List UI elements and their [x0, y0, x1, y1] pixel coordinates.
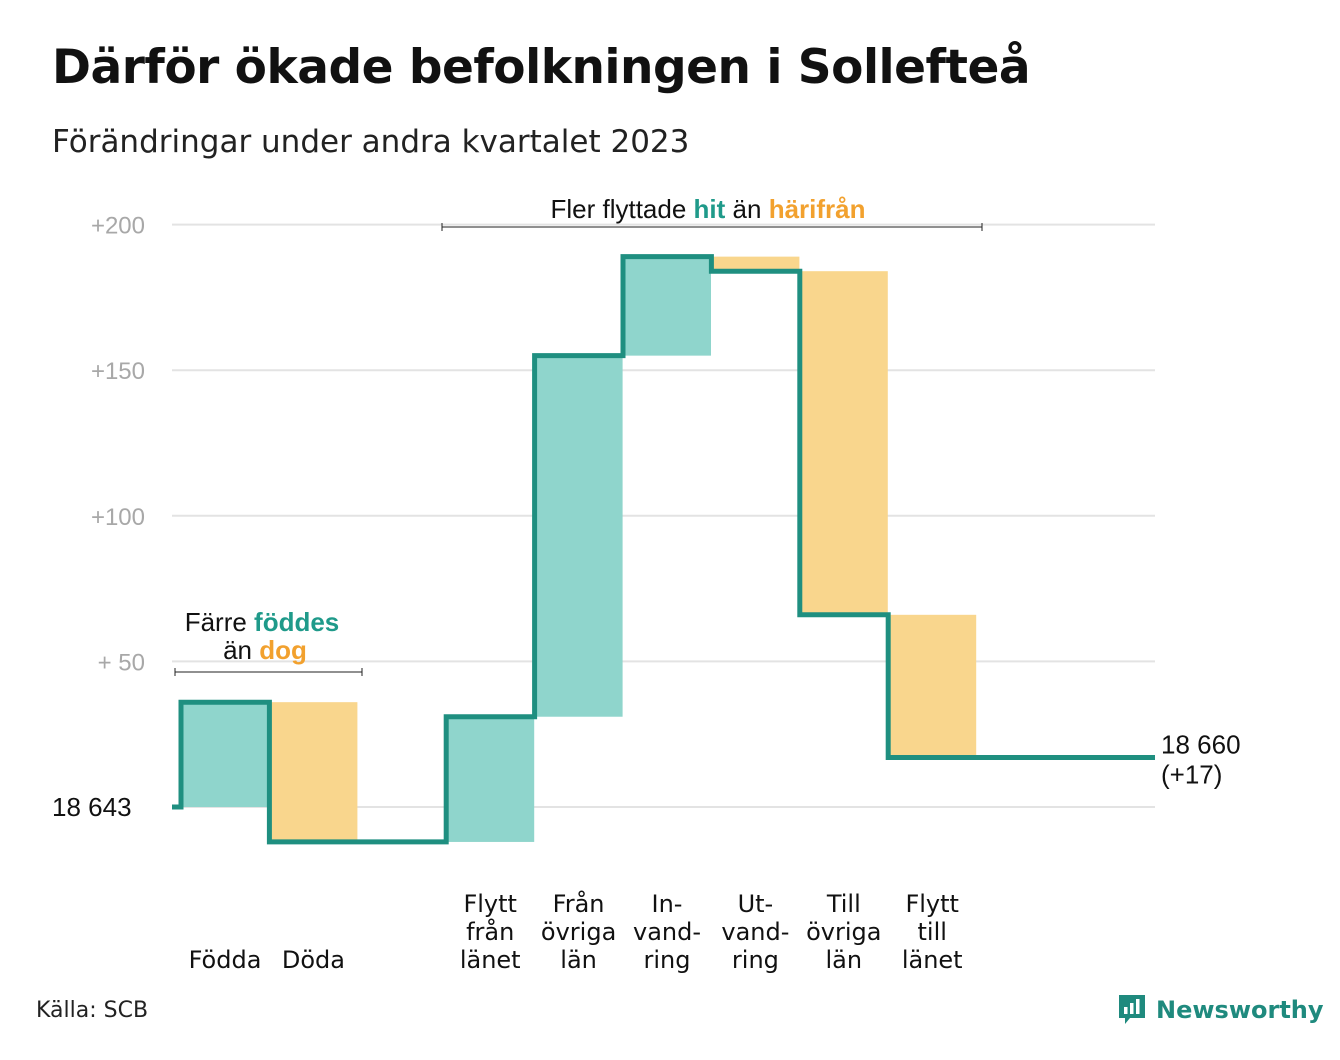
chart-title: Därför ökade befolkningen i Sollefteå [52, 40, 1031, 95]
annotation-natural-highlight-born: föddes [254, 607, 339, 637]
annotation-migration: Fler flyttade hit än härifrån [550, 194, 865, 224]
category-label-5: ring [644, 946, 691, 974]
annotation-natural-line1: Färre föddes [185, 607, 340, 637]
category-label-3: länet [460, 946, 521, 974]
category-label-0: Födda [189, 946, 262, 974]
start-value-label: 18 643 [52, 792, 132, 822]
y-tick-label: +150 [91, 358, 145, 385]
annotation-migration-middle: än [725, 194, 768, 224]
y-tick-label: +200 [91, 213, 145, 240]
annotation-natural-highlight-died: dog [259, 635, 307, 665]
category-label-7: län [826, 946, 863, 974]
brand-name: Newsworthy [1156, 996, 1324, 1024]
source-note: Källa: SCB [36, 998, 149, 1023]
category-label-3: Flytt [463, 890, 517, 918]
annotation-migration-highlight-away: härifrån [769, 194, 866, 224]
bar-3 [446, 716, 535, 842]
bar-0 [181, 702, 269, 807]
category-label-8: länet [902, 946, 963, 974]
category-label-4: övriga [541, 918, 616, 946]
category-label-8: till [917, 918, 946, 946]
end-change-label: (+17) [1161, 759, 1222, 789]
brand-logo: Newsworthy [1116, 992, 1324, 1028]
annotation-migration-prefix: Fler flyttade [550, 194, 693, 224]
bar-5 [623, 256, 711, 356]
bar-7 [799, 271, 888, 615]
category-label-4: Från [553, 889, 605, 918]
chart-subtitle: Förändringar under andra kvartalet 2023 [52, 124, 690, 160]
y-tick-label: +100 [91, 504, 145, 531]
labels: Födda DödaFlyttfrånlänetFrånövrigalänIn-v… [52, 729, 1241, 974]
category-label-3: från [466, 917, 514, 946]
category-label-6: vand- [721, 918, 789, 946]
annotation-natural-prefix2: än [223, 635, 259, 665]
annotation-migration-highlight-here: hit [694, 194, 726, 224]
category-label-5: vand- [633, 918, 701, 946]
bar-1 [269, 702, 358, 842]
category-label-1: Döda [282, 946, 345, 974]
category-label-7: övriga [806, 918, 881, 946]
annotation-migration-bracket [441, 223, 983, 231]
y-tick-label: + 50 [98, 649, 145, 676]
category-label-8: Flytt [905, 890, 959, 918]
category-label-6: Ut- [738, 890, 774, 918]
bar-8 [888, 614, 977, 758]
bar-6 [711, 256, 800, 272]
end-value-label: 18 660 [1161, 729, 1241, 759]
bar-chart-speech-icon [1119, 995, 1145, 1024]
annotation-natural-bracket [174, 668, 363, 676]
category-label-7: Till [826, 890, 861, 918]
category-label-4: län [560, 946, 597, 974]
annotation-natural-line2: än dog [223, 635, 307, 665]
bars [181, 256, 977, 842]
annotation-natural-prefix: Färre [185, 607, 254, 637]
step-line [172, 254, 1155, 845]
bar-4 [534, 355, 623, 717]
category-label-5: In- [652, 890, 683, 918]
cumulative-step-line [172, 254, 1155, 845]
category-label-6: ring [732, 946, 779, 974]
grid-lines: +200 +150 +100 + 50 [91, 213, 1155, 808]
